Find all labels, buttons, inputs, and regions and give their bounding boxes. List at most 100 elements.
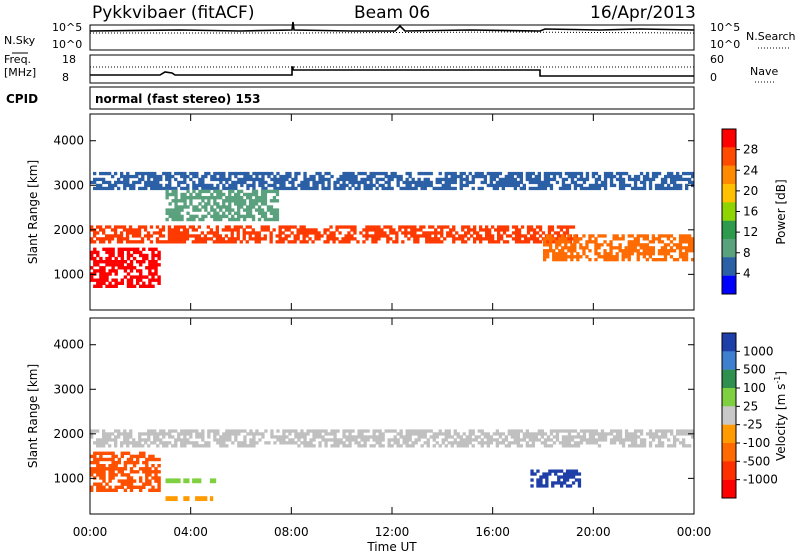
power-cell [585, 177, 590, 182]
power-cell [609, 258, 613, 262]
power-cell [183, 174, 187, 179]
velocity-cell [504, 444, 508, 448]
power-cell [369, 186, 373, 191]
velocity-cell [102, 467, 106, 471]
velocity-cell [660, 441, 665, 445]
power-cell [305, 228, 309, 232]
velocity-cell [162, 444, 166, 448]
power-cell [688, 240, 692, 244]
power-cell [282, 186, 286, 191]
power-cell [157, 250, 161, 255]
power-cell [174, 177, 178, 182]
power-cell [278, 237, 282, 241]
power-cell [204, 174, 208, 179]
power-cell [532, 228, 537, 232]
velocity-cell [561, 441, 566, 445]
velocity-cell [624, 438, 629, 442]
velocity-cell [108, 432, 112, 436]
power-cell [537, 177, 541, 182]
velocity-cell [685, 432, 689, 436]
power-cell [174, 211, 178, 215]
power-cell [606, 258, 610, 262]
power-cell [567, 183, 572, 188]
velocity-cell [237, 444, 241, 448]
power-cell [342, 183, 346, 188]
power-cell [642, 237, 646, 241]
power-cell [216, 217, 220, 222]
power-cell [116, 225, 121, 229]
power-cell [591, 183, 596, 188]
velocity-cell [114, 441, 118, 445]
power-cell [654, 258, 658, 262]
power-cell [603, 240, 607, 244]
power-cell [514, 225, 519, 229]
power-cell [119, 237, 124, 241]
velocity-cell [168, 478, 172, 484]
velocity-cell [557, 469, 561, 473]
velocity-cell [548, 472, 552, 476]
power-cell [392, 240, 396, 244]
power-cell [459, 171, 463, 176]
power-cell [558, 258, 562, 262]
power-cell [600, 255, 604, 259]
power-cell [195, 214, 199, 219]
power-cell [135, 171, 139, 176]
power-cell [645, 177, 650, 182]
power-cell [105, 284, 109, 288]
power-cell [660, 258, 665, 262]
power-ytick-label: 4000 [53, 134, 84, 148]
power-cell [522, 183, 526, 188]
power-cell [207, 199, 211, 203]
power-cell [123, 260, 128, 264]
velocity-cell [273, 441, 277, 445]
velocity-cell [90, 467, 94, 471]
power-cell [564, 255, 568, 259]
velocity-cell [102, 432, 106, 436]
power-cell [387, 180, 391, 185]
time-tick-label: 00:00 [677, 525, 712, 539]
velocity-cell [192, 429, 196, 433]
power-cell [447, 186, 451, 191]
velocity-cell [93, 467, 97, 471]
power-cell [161, 228, 166, 232]
power-cell [573, 180, 578, 185]
velocity-cell [621, 444, 626, 448]
power-cell [165, 177, 169, 182]
power-cell [675, 243, 680, 247]
power-cell [248, 196, 253, 200]
power-cell [278, 225, 282, 229]
power-cell [180, 186, 184, 191]
power-cell [246, 177, 250, 182]
velocity-cell [417, 438, 421, 442]
power-cell [564, 183, 569, 188]
power-cell [132, 174, 136, 179]
power-cell [216, 177, 220, 182]
mode-text: normal (fast stereo) 153 [95, 92, 261, 106]
power-cell [555, 240, 559, 244]
power-cell [600, 180, 605, 185]
power-cell [411, 177, 415, 182]
power-cell [278, 234, 282, 238]
power-cell [482, 228, 486, 232]
velocity-cell [210, 429, 214, 433]
power-cell [618, 246, 622, 250]
velocity-cell [483, 441, 487, 445]
power-cell [198, 208, 202, 212]
power-cell [273, 183, 277, 188]
power-cell [594, 249, 598, 253]
power-cell [576, 240, 580, 244]
power-cell [529, 234, 534, 238]
power-cell [254, 199, 259, 203]
velocity-ylabel: Slant Range [km] [26, 364, 40, 468]
power-cell [606, 255, 610, 259]
power-cell [111, 263, 115, 267]
power-cell [648, 186, 653, 191]
velocity-cell [408, 444, 412, 448]
velocity-cell [603, 432, 608, 436]
velocity-cell [327, 438, 331, 442]
power-cell [173, 231, 178, 235]
power-cell [189, 202, 193, 206]
velocity-cell [420, 444, 424, 448]
power-cell [609, 249, 613, 253]
